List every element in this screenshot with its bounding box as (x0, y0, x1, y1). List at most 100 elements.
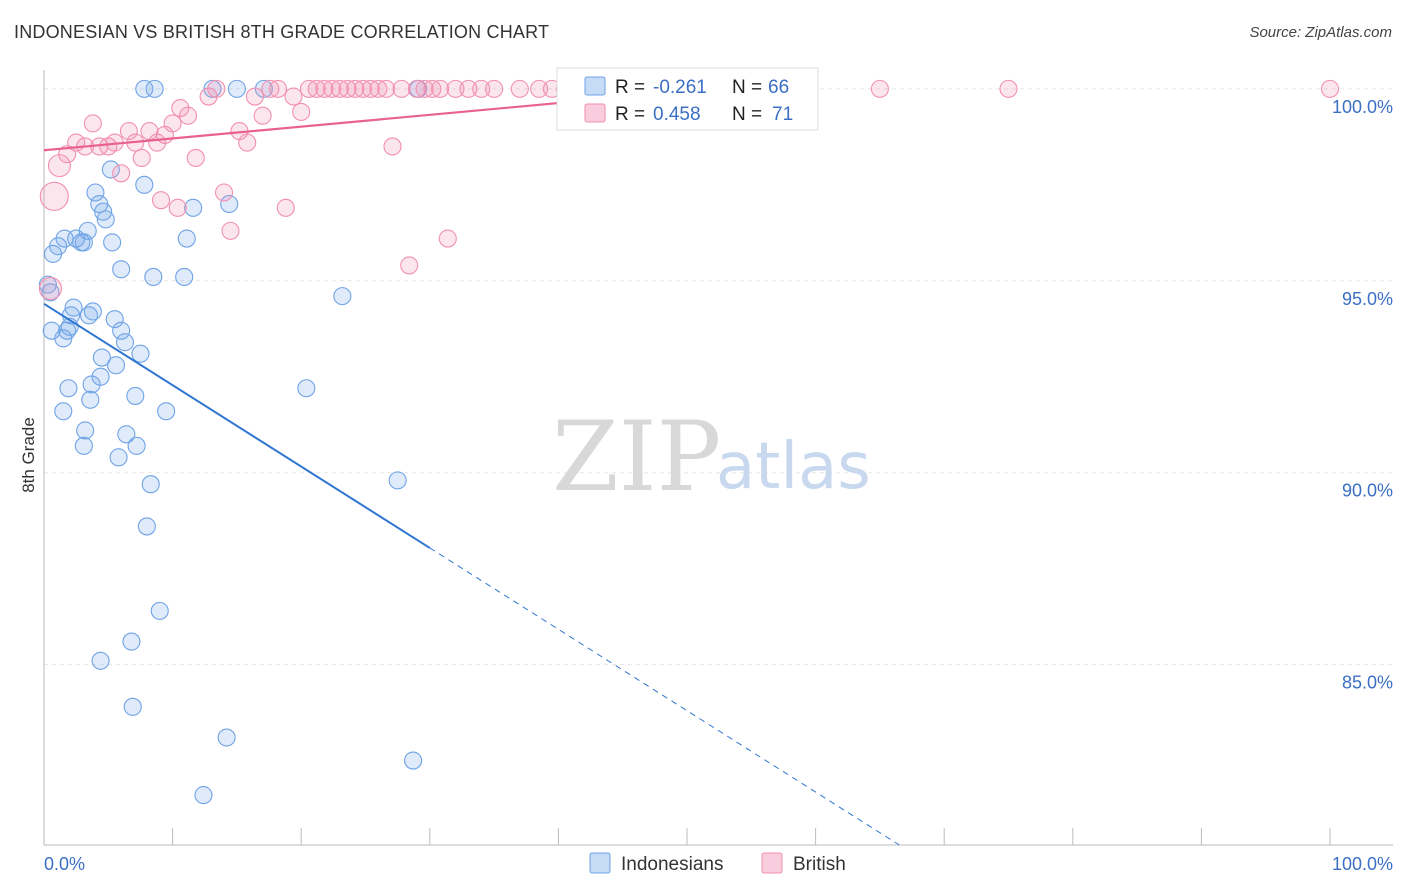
stats-r-value-2: 0.458 (653, 104, 701, 125)
stats-r-label-1: R = (615, 77, 645, 98)
indonesians-point (105, 310, 124, 329)
british-point (151, 191, 171, 210)
indonesians-point (297, 379, 316, 398)
stats-swatch-indonesians (584, 76, 606, 96)
british-point (39, 181, 69, 211)
british-point (459, 79, 478, 98)
stats-n-value-2: 71 (772, 104, 793, 125)
british-point (276, 198, 295, 217)
y-tick-labels: 100.0% 95.0% 90.0% 85.0% (1332, 97, 1393, 693)
indonesians-point (115, 333, 135, 352)
indonesians-point (141, 475, 160, 494)
indonesians-point (157, 402, 176, 421)
british-point (438, 229, 457, 248)
british-point (369, 79, 388, 98)
indonesians-point (175, 267, 194, 286)
watermark-atlas: atlas (716, 430, 871, 504)
british-point (163, 114, 182, 133)
british-point (315, 79, 334, 98)
british-point (186, 148, 205, 168)
british-point (383, 137, 402, 156)
indonesians-trend-line (43, 302, 431, 549)
indonesians-point (112, 321, 131, 340)
british-point (47, 154, 71, 178)
y-tick-label: 95.0% (1342, 289, 1393, 309)
indonesians-point (91, 651, 110, 670)
british-point (221, 221, 240, 240)
indonesians-point (103, 233, 122, 252)
axes (43, 70, 1393, 846)
x-tick-label-max: 100.0% (1332, 854, 1393, 874)
indonesians-point (81, 390, 100, 409)
legend: Indonesians British (589, 852, 846, 875)
british-point (207, 79, 226, 98)
british-point (472, 79, 491, 98)
british-point (245, 87, 264, 106)
legend-item-british[interactable]: British (761, 852, 846, 875)
indonesians-point (227, 79, 246, 98)
british-point (446, 79, 465, 98)
indonesians-point (127, 436, 146, 455)
british-point (269, 79, 288, 98)
stats-r-label-2: R = (615, 104, 645, 125)
british-point (530, 79, 549, 98)
chart-title: INDONESIAN VS BRITISH 8TH GRADE CORRELAT… (14, 22, 550, 42)
british-point (338, 79, 357, 98)
x-tick-label-min: 0.0% (44, 854, 85, 874)
british-point (485, 79, 504, 98)
stats-n-value-1: 66 (768, 77, 789, 98)
indonesians-point (333, 287, 352, 306)
indonesians-point (144, 267, 163, 286)
british-point (510, 79, 529, 98)
indonesians-point (83, 302, 102, 321)
british-point (238, 133, 257, 152)
british-point (214, 183, 234, 202)
british-point (171, 99, 190, 118)
legend-label-indonesians: Indonesians (621, 854, 723, 875)
stats-n-label-1: N = (732, 77, 762, 98)
british-point (353, 79, 372, 98)
indonesians-point (101, 160, 120, 179)
indonesians-point (117, 425, 136, 444)
stats-box: R = -0.261 N = 66 R = 0.458 N = 71 (556, 67, 819, 131)
british-point (112, 164, 131, 183)
british-point (119, 122, 138, 141)
stats-r-value-1: -0.261 (653, 77, 707, 98)
british-point (299, 79, 318, 98)
indonesians-point (122, 632, 141, 651)
indonesians-point (123, 697, 142, 716)
british-point (178, 106, 198, 125)
stats-swatch-british (584, 103, 606, 123)
indonesians-point (74, 436, 93, 455)
legend-item-indonesians[interactable]: Indonesians (589, 852, 723, 875)
indonesians-point (177, 229, 196, 248)
legend-label-british: British (793, 854, 846, 875)
indonesians-point (92, 348, 111, 367)
british-point (346, 79, 365, 98)
indonesians-point (137, 517, 156, 536)
indonesians-point (112, 260, 131, 279)
indonesians-point (150, 601, 169, 620)
british-points (38, 79, 1340, 301)
indonesians-point (135, 175, 154, 194)
indonesians-point (126, 386, 145, 405)
watermark-zip: ZIP (552, 401, 721, 513)
y-axis-label: 8th Grade (19, 417, 38, 493)
indonesians-points (38, 79, 428, 805)
indonesians-point (64, 298, 83, 317)
indonesians-point (217, 728, 236, 747)
indonesians-point (145, 79, 164, 98)
gridlines (44, 88, 1393, 666)
british-point (423, 79, 442, 98)
british-point (284, 87, 303, 106)
british-point (431, 79, 450, 98)
british-point (392, 79, 411, 98)
indonesians-trend-extension (429, 547, 900, 846)
legend-swatch-indonesians (589, 852, 611, 874)
y-tick-label: 100.0% (1332, 97, 1393, 117)
british-point (307, 79, 326, 98)
indonesians-point (82, 375, 101, 394)
indonesians-point (41, 283, 60, 302)
british-point (292, 102, 311, 121)
